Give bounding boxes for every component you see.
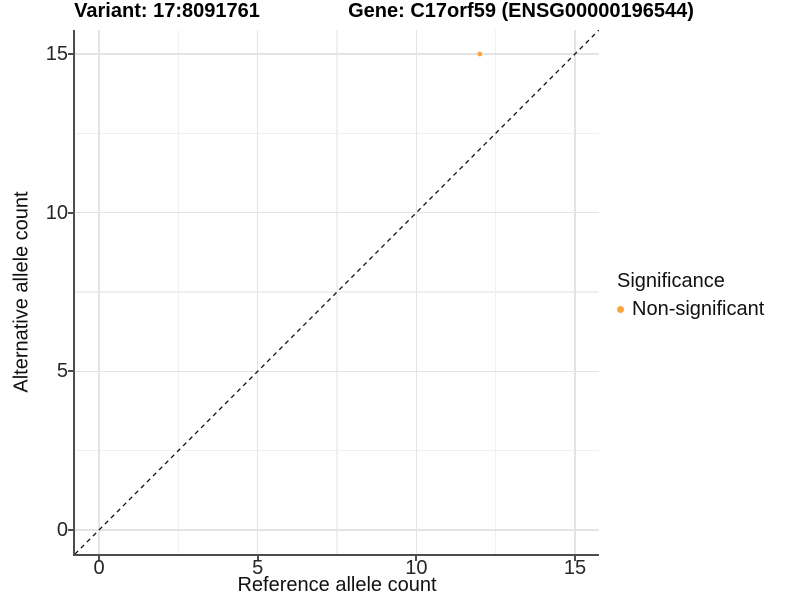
y-axis-tick — [68, 529, 73, 531]
y-axis-line — [73, 30, 75, 556]
plot-layer — [75, 30, 599, 554]
gridline-minor-y — [75, 132, 599, 135]
y-tick-label: 0 — [56, 519, 68, 541]
legend: Significance Non-significant — [617, 268, 764, 321]
gridline-major-x — [415, 30, 418, 554]
x-axis-tick — [415, 556, 418, 561]
identity-reference-line — [75, 30, 599, 554]
variant-title: Variant: 17:8091761 — [74, 0, 260, 22]
non-significant-dot-icon — [617, 306, 624, 313]
x-tick-label: 0 — [93, 557, 105, 579]
y-tick-label: 15 — [45, 43, 68, 65]
gridline-major-x — [574, 30, 576, 554]
x-tick-label: 10 — [405, 557, 428, 579]
x-axis-tick — [573, 556, 576, 561]
x-tick-label: 15 — [563, 557, 587, 579]
gridline-minor-y — [75, 449, 599, 452]
gridline-major-y — [75, 53, 599, 55]
legend-title: Significance — [617, 270, 725, 292]
x-tick-label: 5 — [252, 557, 264, 579]
x-axis-line — [73, 554, 599, 556]
x-axis-tick — [256, 556, 259, 561]
legend-item: Non-significant — [617, 298, 764, 321]
y-axis-tick — [68, 53, 73, 55]
gridline-minor-y — [75, 291, 599, 293]
gridline-major-x — [256, 30, 259, 554]
x-axis-tick — [98, 556, 100, 561]
y-axis-tick — [68, 211, 73, 214]
y-tick-label: 5 — [56, 360, 68, 383]
y-tick-label: 10 — [45, 201, 68, 224]
gene-title: Gene: C17orf59 (ENSG00000196544) — [348, 0, 694, 22]
gridline-major-y — [75, 529, 599, 531]
plot-panel — [75, 30, 599, 554]
gridline-major-y — [75, 211, 599, 214]
legend-item-label: Non-significant — [632, 298, 765, 320]
gridline-major-y — [75, 370, 599, 373]
data-point — [477, 51, 483, 57]
y-axis-tick — [68, 370, 73, 373]
x-axis-title: Reference allele count — [237, 574, 437, 596]
gridline-major-x — [98, 30, 100, 554]
